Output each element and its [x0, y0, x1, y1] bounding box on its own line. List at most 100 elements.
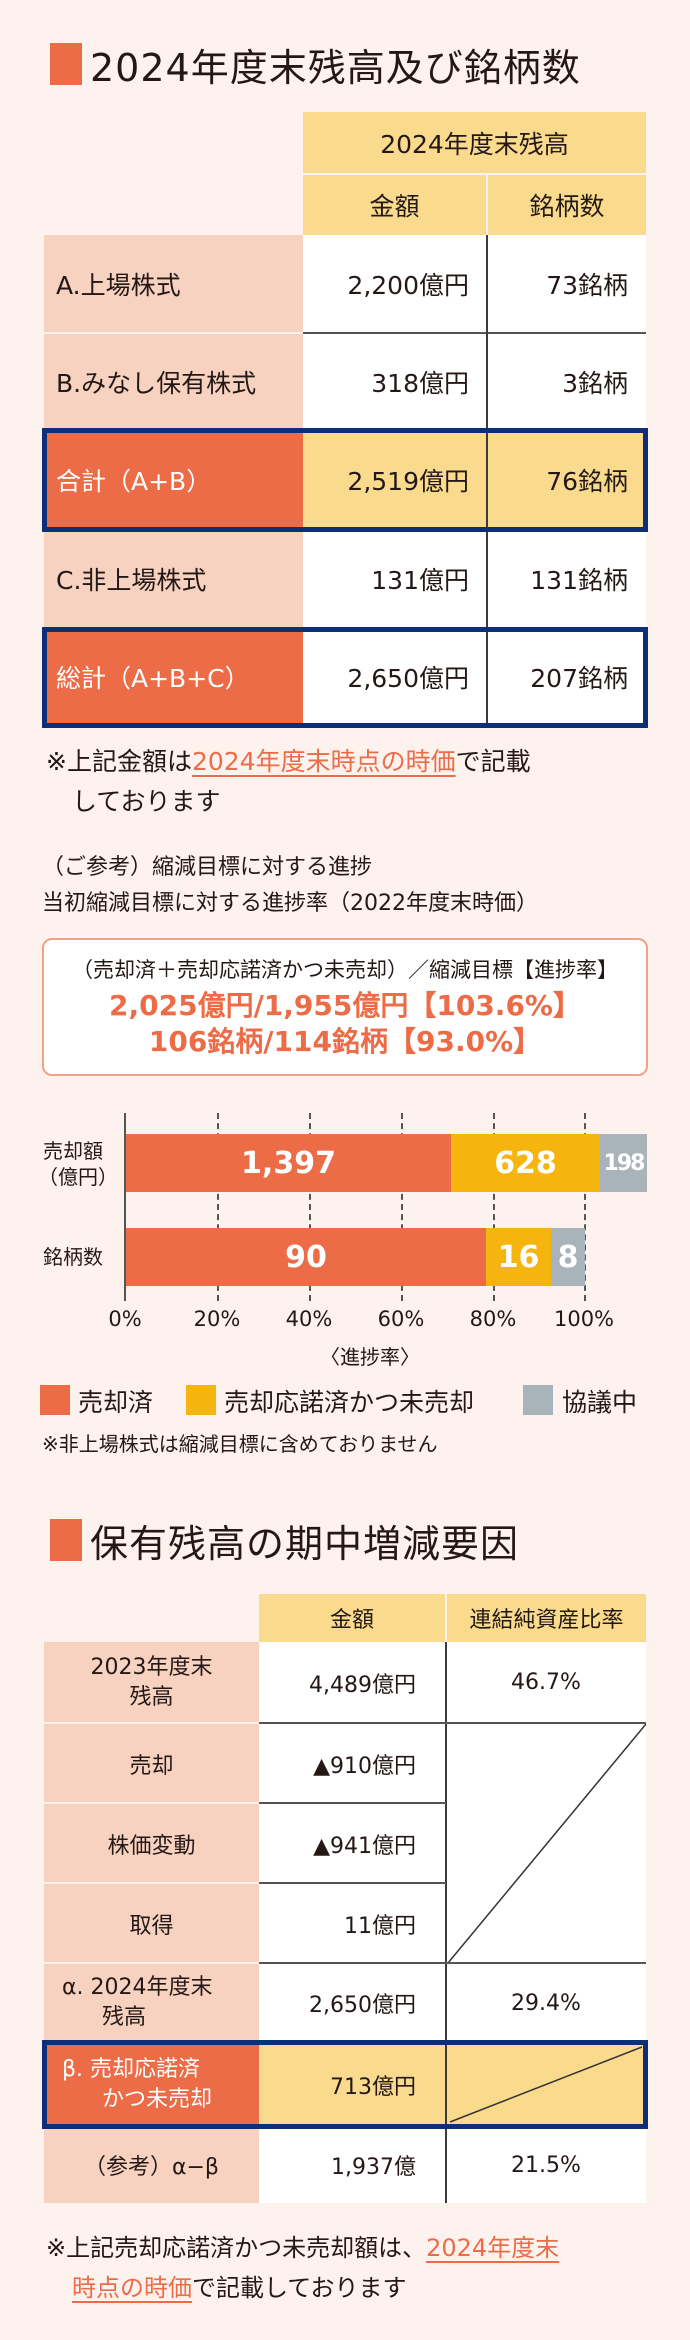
legend-discussion: 協議中 [562, 1388, 638, 1417]
progress-count: 106銘柄/114銘柄【93.0%】 [148, 1025, 542, 1058]
note-text: ※上記金額は [46, 747, 192, 776]
y-label-line: 売却額 [43, 1139, 103, 1163]
row-ratio-beta-empty [446, 2042, 646, 2127]
row-count-subtotal: 76銘柄 [487, 430, 646, 530]
bar-amount-sold: 1,397 [126, 1134, 451, 1192]
bar-amount-pending: 628 [451, 1134, 600, 1192]
header-divider [303, 173, 646, 175]
label-line: β. 売却応諾済 [62, 2056, 201, 2082]
legend-discussion-swatch-icon [523, 1385, 553, 1415]
row-label-acquisition: 取得 [44, 1884, 259, 1963]
row-divider [44, 1722, 259, 1724]
section1-note: ※上記金額は2024年度末時点の時価で記載 しております [46, 742, 666, 822]
diagonal-slash-icon [447, 1724, 646, 1963]
section2-note: ※上記売却応諾済かつ未売却額は、2024年度末 時点の時価で記載しております [46, 2228, 676, 2308]
x-axis-label: 〈進捗率〉 [320, 1345, 420, 1369]
bar-count-pending: 16 [486, 1228, 551, 1286]
row-amount-alpha: 2,650億円 [259, 1964, 446, 2042]
note-text: ※上記売却応諾済かつ未売却額は、 [46, 2234, 427, 2262]
row-divider [44, 1962, 259, 1964]
note-text: で記載しております [192, 2274, 407, 2302]
x-tick: 20% [193, 1307, 241, 1331]
row-amount-fy2023: 4,489億円 [259, 1642, 446, 1723]
note-text: で記載 [455, 747, 531, 776]
title-square-icon [50, 1519, 82, 1561]
row-label-fy2023: 2023年度末 残高 [44, 1642, 259, 1723]
col-divider [445, 1642, 447, 2203]
progress-formula: （売却済＋売却応諾済かつ未売却）／縮減目標【進捗率】 [72, 958, 618, 982]
row-ratio-reference: 21.5% [446, 2127, 646, 2203]
gridline-100 [584, 1113, 586, 1301]
x-tick: 100% [553, 1307, 615, 1331]
bar-amount-discussion: 198 [600, 1134, 647, 1192]
header-ratio: 連結純資産比率 [447, 1594, 646, 1642]
row-amount-acquisition: 11億円 [259, 1884, 446, 1963]
y-label-count: 銘柄数 [43, 1245, 103, 1269]
legend-pending: 売却応諾済かつ未売却 [224, 1388, 475, 1417]
note-accent-text: 時点の時価 [72, 2274, 192, 2302]
x-tick: 40% [285, 1307, 333, 1331]
header-amount: 金額 [303, 175, 486, 235]
label-line: かつ未売却 [102, 2086, 213, 2112]
row-label-total: 総計（A+B+C） [44, 628, 303, 725]
gridline-80 [493, 1113, 495, 1301]
header-group: 2024年度末残高 [303, 112, 646, 173]
reference-line2: 当初縮減目標に対する進捗率（2022年度末時価） [42, 891, 538, 916]
gridline-20 [217, 1113, 219, 1301]
note-line2: しております [72, 787, 221, 816]
section2-title: 保有残高の期中増減要因 [50, 1512, 519, 1568]
row-amount-price-change: ▲941億円 [259, 1804, 446, 1883]
gridline-40 [309, 1113, 311, 1301]
y-label-line: （億円） [38, 1165, 118, 1189]
label-line: 2023年度末 [90, 1654, 213, 1680]
row-count-total: 207銘柄 [487, 628, 646, 725]
section1-title-text: 2024年度末残高及び銘柄数 [90, 45, 581, 90]
row-label-c: C.非上場株式 [44, 530, 303, 628]
row-count-b: 3銘柄 [487, 334, 646, 430]
row-amount-reference: 1,937億 [259, 2127, 446, 2203]
chart-note: ※非上場株式は縮減目標に含めておりません [42, 1432, 438, 1456]
title-square-icon [50, 43, 82, 85]
legend-sold-swatch-icon [40, 1385, 70, 1415]
header-count: 銘柄数 [488, 175, 646, 235]
y-axis [124, 1113, 126, 1301]
row-label-alpha: α. 2024年度末 残高 [44, 1964, 259, 2042]
row-divider [44, 1802, 259, 1804]
progress-summary-box: （売却済＋売却応諾済かつ未売却）／縮減目標【進捗率】 2,025億円/1,955… [42, 938, 648, 1076]
ratio-empty-merged-cell [446, 1724, 646, 1963]
row-label-b: B.みなし保有株式 [44, 334, 303, 430]
bar-count-discussion: 8 [551, 1228, 585, 1286]
bar-count-sold: 90 [126, 1228, 486, 1286]
section1-title: 2024年度末残高及び銘柄数 [50, 36, 581, 92]
row-label-subtotal: 合計（A+B） [44, 430, 303, 530]
label-line: 残高 [102, 2005, 147, 2030]
row-amount-subtotal: 2,519億円 [303, 430, 487, 530]
label-line: 残高 [129, 1684, 174, 1710]
row-divider [259, 1962, 646, 1964]
reference-heading: （ご参考）縮減目標に対する進捗 当初縮減目標に対する進捗率（2022年度末時価） [42, 850, 538, 922]
label-line: α. 2024年度末 [62, 1975, 213, 2000]
x-tick: 80% [469, 1307, 517, 1331]
row-divider [259, 1882, 446, 1884]
row-label-reference: （参考）α−β [44, 2127, 259, 2203]
note-accent-text: 2024年度末時点の時価 [191, 747, 456, 776]
reference-line1: （ご参考）縮減目標に対する進捗 [42, 855, 373, 880]
header-col-divider [486, 175, 488, 235]
gridline-60 [401, 1113, 403, 1301]
row-amount-c: 131億円 [303, 530, 487, 628]
header-amount: 金額 [259, 1594, 445, 1642]
col-divider [486, 235, 488, 725]
row-amount-a: 2,200億円 [303, 235, 487, 333]
section2-title-text: 保有残高の期中増減要因 [90, 1521, 520, 1566]
row-label-beta: β. 売却応諾済 かつ未売却 [44, 2042, 259, 2127]
row-divider [259, 1722, 646, 1724]
row-amount-sale: ▲910億円 [259, 1724, 446, 1803]
row-ratio-fy2023: 46.7% [446, 1642, 646, 1723]
legend-pending-swatch-icon [186, 1385, 216, 1415]
row-amount-b: 318億円 [303, 334, 487, 430]
x-tick: 0% [108, 1307, 142, 1331]
row-amount-total: 2,650億円 [303, 628, 487, 725]
row-divider [44, 1882, 259, 1884]
row-label-a: A.上場株式 [44, 235, 303, 333]
row-count-c: 131銘柄 [487, 530, 646, 628]
